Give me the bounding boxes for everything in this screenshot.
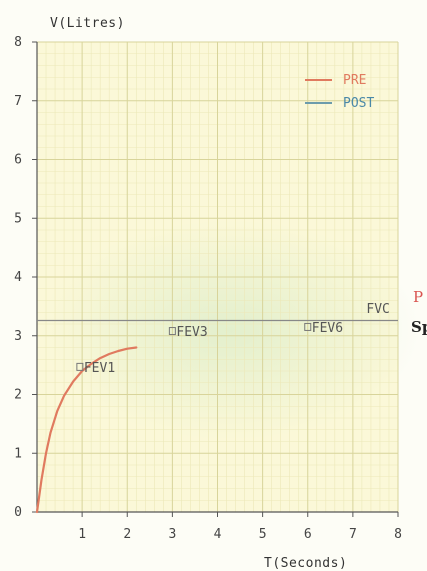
legend-label-post: POST [343,96,374,111]
markers-group: FEV1 FEV3 FEV6 FVC [76,302,390,376]
legend: PRE POST [305,73,374,111]
y-tick-label: 3 [14,329,22,344]
x-tick-label: 4 [214,527,222,542]
legend-label-pre: PRE [343,73,366,88]
x-tick-label: 2 [123,527,131,542]
marker-label-fev1: FEV1 [84,361,115,376]
axes [32,41,399,517]
x-tick-label: 7 [349,527,357,542]
x-tick-label: 5 [259,527,267,542]
tick-labels: 0 1 2 3 4 5 6 7 8 1 2 3 4 5 6 7 8 [14,35,402,542]
marker-label-fvc: FVC [366,302,389,317]
marker-label-fev6: FEV6 [312,321,343,336]
marker-fev1 [76,362,84,371]
y-tick-label: 0 [14,505,22,520]
y-tick-label: 4 [14,270,22,285]
x-tick-label: 8 [394,527,402,542]
x-tick-label: 6 [304,527,312,542]
y-tick-label: 8 [14,35,22,50]
y-axis-title: V(Litres) [50,16,125,31]
marker-label-fev3: FEV3 [176,325,207,340]
y-tick-label: 7 [14,94,22,109]
marker-fev3 [168,327,176,336]
y-tick-label: 5 [14,211,22,226]
marker-fev6 [304,322,312,331]
series-line-pre [35,346,138,514]
y-tick-label: 6 [14,153,22,168]
series-group [35,346,138,514]
x-axis-title: T(Seconds) [264,556,347,571]
y-tick-label: 2 [14,388,22,403]
edge-text-top: P [413,288,423,306]
x-tick-label: 3 [168,527,176,542]
x-tick-label: 1 [78,527,86,542]
y-tick-label: 1 [14,446,22,461]
edge-text-bottom: Sp [411,318,427,336]
plot-wash [40,220,420,440]
